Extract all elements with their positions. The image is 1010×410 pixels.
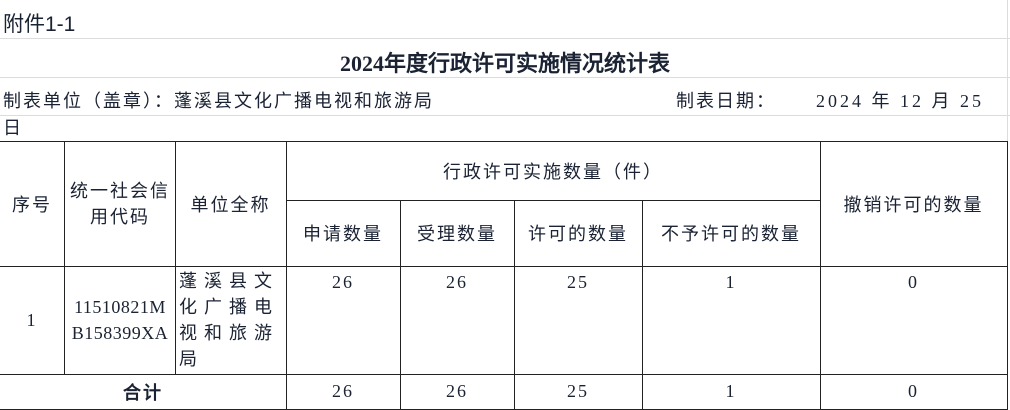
date-value: 2024 年 12 月 25 — [816, 91, 984, 111]
row-seq: 1 — [26, 309, 38, 330]
date-label: 制表日期： — [676, 91, 776, 111]
row-code: 11510821MB158399XA — [71, 297, 169, 343]
total-revoke: 0 — [908, 381, 919, 401]
row-name: 蓬溪县文化广播电视和旅游局 — [179, 271, 279, 369]
row-revoke: 0 — [908, 272, 919, 292]
total-label: 合计 — [123, 382, 163, 403]
total-accept: 26 — [446, 381, 468, 401]
row-accept: 26 — [446, 272, 468, 292]
header-name: 单位全称 — [190, 194, 271, 215]
row-deny: 1 — [725, 272, 737, 292]
unit-label: 制表单位（盖章）：蓬溪县文化广播电视和旅游局 — [3, 91, 434, 111]
row-apply: 26 — [332, 272, 354, 292]
attachment-label: 附件1-1 — [3, 13, 76, 36]
row-permit: 25 — [567, 272, 589, 292]
total-permit: 25 — [567, 381, 589, 401]
header-permit: 许可的数量 — [528, 224, 628, 244]
header-accept: 受理数量 — [417, 224, 497, 244]
page-title: 2024年度行政许可实施情况统计表 — [339, 51, 670, 76]
header-seq: 序号 — [12, 194, 52, 215]
header-group: 行政许可实施数量（件） — [443, 161, 663, 182]
total-deny: 1 — [725, 381, 737, 401]
header-deny: 不予许可的数量 — [661, 224, 801, 244]
header-code: 统一社会信用代码 — [70, 180, 170, 227]
date-day: 日 — [3, 118, 21, 138]
header-revoke: 撤销许可的数量 — [843, 194, 984, 215]
total-apply: 26 — [332, 381, 354, 401]
header-apply: 申请数量 — [303, 224, 383, 244]
